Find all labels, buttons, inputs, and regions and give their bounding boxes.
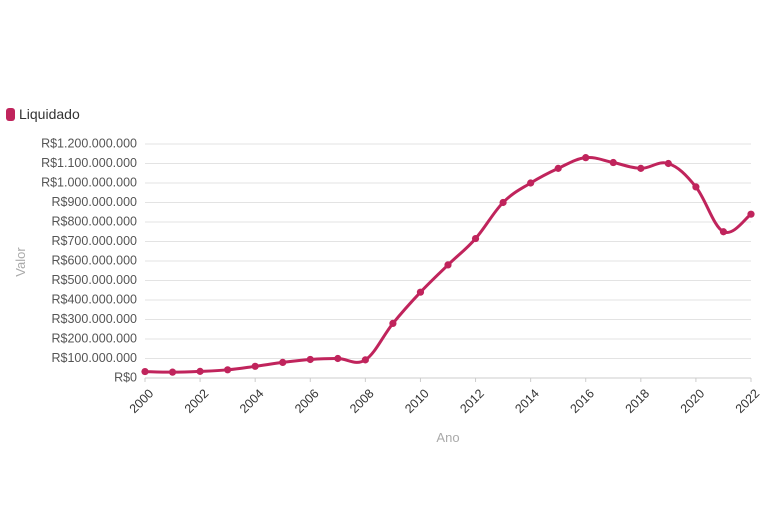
x-tick-label: 2006 bbox=[292, 386, 322, 416]
legend[interactable]: Liquidado bbox=[6, 106, 80, 122]
x-tick-label: 2022 bbox=[733, 386, 763, 416]
y-tick-label: R$700.000.000 bbox=[52, 234, 138, 248]
data-point[interactable] bbox=[719, 228, 728, 236]
data-point[interactable] bbox=[141, 367, 149, 376]
data-point[interactable] bbox=[224, 366, 232, 374]
x-axis-title: Ano bbox=[436, 430, 459, 445]
x-tick-label: 2010 bbox=[402, 386, 432, 416]
data-point[interactable] bbox=[609, 158, 617, 167]
x-tick-label: 2000 bbox=[127, 386, 157, 416]
x-tick-label: 2004 bbox=[237, 386, 267, 416]
y-tick-label: R$0 bbox=[114, 370, 137, 384]
data-point[interactable] bbox=[692, 183, 700, 191]
data-point[interactable] bbox=[251, 362, 259, 370]
y-tick-label: R$500.000.000 bbox=[52, 273, 138, 287]
y-tick-label: R$900.000.000 bbox=[52, 195, 138, 209]
y-axis-ticks: R$0 R$100.000.000 R$200.000.000 R$300.000.0… bbox=[41, 136, 137, 384]
data-point[interactable] bbox=[471, 234, 480, 243]
y-tick-label: R$100.000.000 bbox=[52, 351, 138, 365]
y-axis-title: Valor bbox=[13, 247, 28, 277]
data-point[interactable] bbox=[306, 355, 314, 364]
y-tick-label: R$800.000.000 bbox=[52, 214, 138, 228]
x-tick-label: 2012 bbox=[457, 386, 487, 416]
series-points-liquidado bbox=[141, 154, 755, 376]
data-point[interactable] bbox=[527, 179, 535, 187]
legend-swatch-liquidado bbox=[6, 107, 15, 121]
data-point[interactable] bbox=[389, 319, 397, 327]
y-tick-label: R$200.000.000 bbox=[52, 331, 138, 345]
legend-label-liquidado: Liquidado bbox=[19, 106, 80, 122]
x-tick-label: 2020 bbox=[678, 386, 708, 416]
x-tick-label: 2002 bbox=[182, 386, 212, 416]
data-point[interactable] bbox=[499, 198, 507, 207]
y-tick-label: R$600.000.000 bbox=[52, 253, 138, 267]
x-axis-ticks: 2000 2002 2004 2006 2008 2010 2012 2014 2016 2018… bbox=[127, 378, 763, 416]
gridlines bbox=[145, 143, 751, 379]
y-tick-label: R$1.200.000.000 bbox=[41, 136, 137, 150]
y-tick-label: R$400.000.000 bbox=[52, 292, 138, 306]
x-tick-label: 2018 bbox=[623, 386, 653, 416]
data-point[interactable] bbox=[444, 261, 452, 269]
data-point[interactable] bbox=[361, 356, 369, 364]
y-tick-label: R$1.000.000.000 bbox=[41, 175, 137, 189]
data-point[interactable] bbox=[416, 288, 425, 296]
data-point[interactable] bbox=[279, 358, 287, 366]
x-tick-label: 2016 bbox=[568, 386, 598, 416]
y-tick-label: R$300.000.000 bbox=[52, 312, 138, 326]
data-point[interactable] bbox=[582, 154, 590, 162]
data-point[interactable] bbox=[168, 368, 177, 376]
data-point[interactable] bbox=[664, 159, 672, 168]
data-point[interactable] bbox=[747, 210, 755, 218]
data-point[interactable] bbox=[196, 367, 204, 375]
x-tick-label: 2014 bbox=[512, 386, 542, 416]
x-tick-label: 2008 bbox=[347, 386, 377, 416]
y-tick-label: R$1.100.000.000 bbox=[41, 156, 137, 170]
data-point[interactable] bbox=[334, 354, 342, 363]
data-point[interactable] bbox=[554, 164, 562, 172]
data-point[interactable] bbox=[637, 164, 645, 172]
